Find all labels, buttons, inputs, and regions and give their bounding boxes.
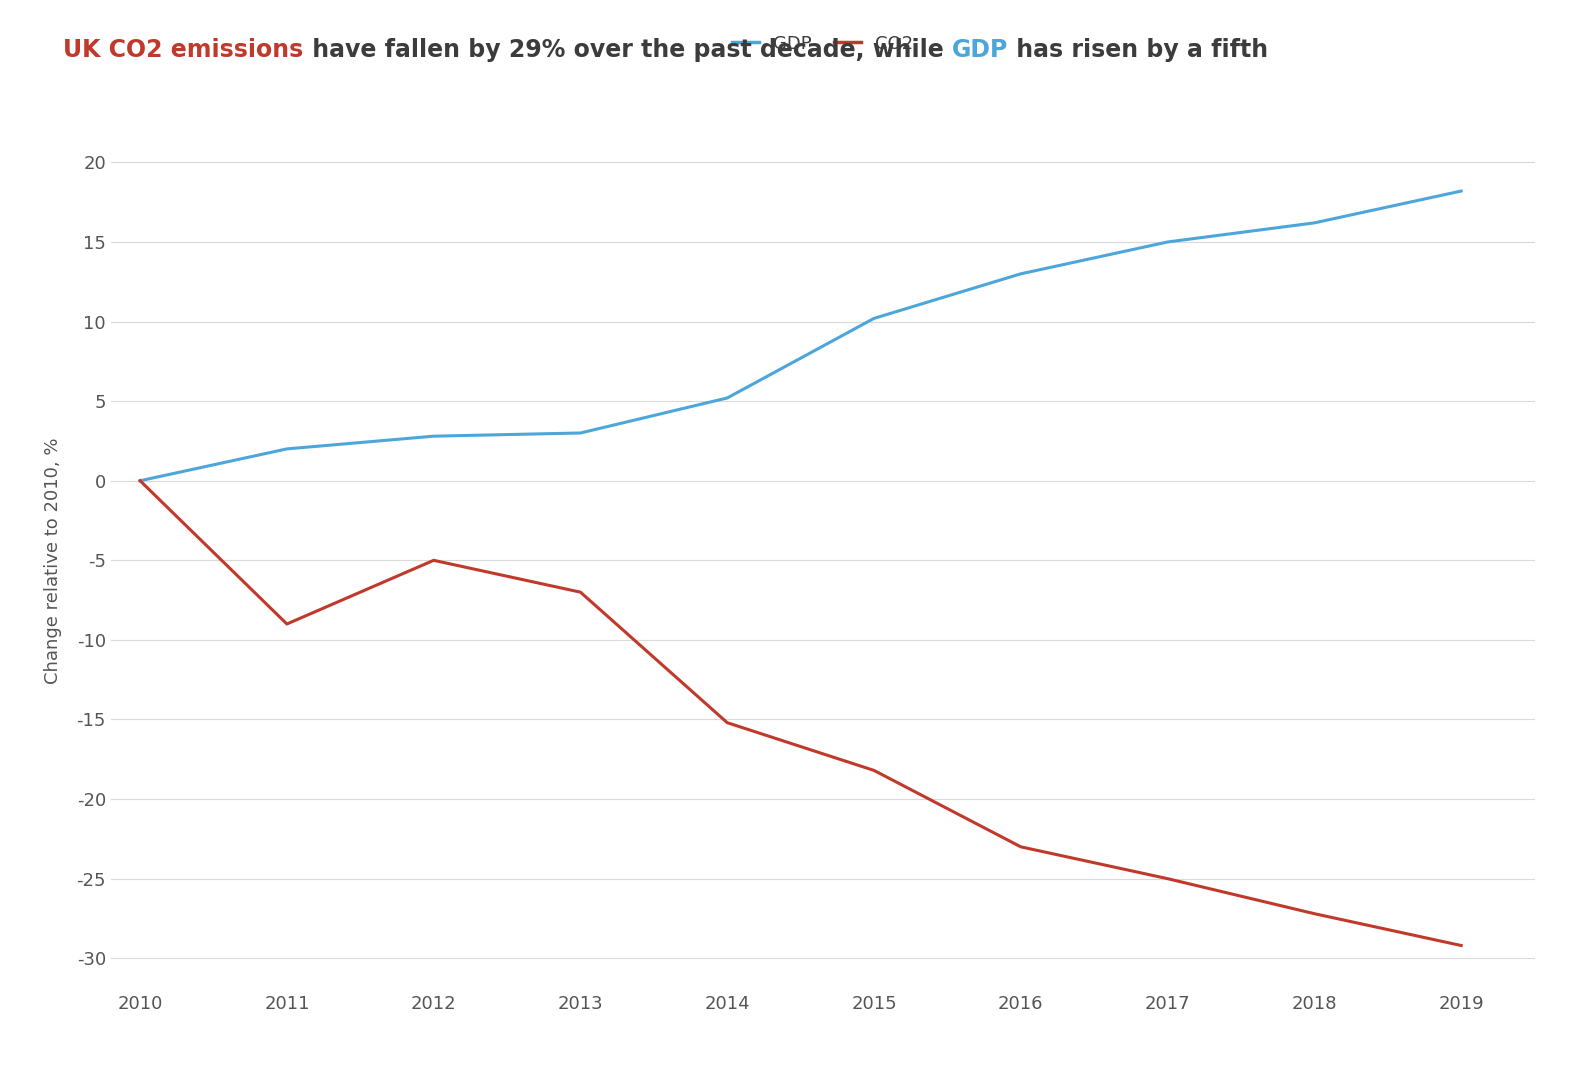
Text: UK CO2 emissions: UK CO2 emissions	[63, 38, 304, 62]
Y-axis label: Change relative to 2010, %: Change relative to 2010, %	[44, 437, 63, 683]
Legend: GDP, CO2: GDP, CO2	[725, 28, 921, 60]
Text: has risen by a fifth: has risen by a fifth	[1008, 38, 1269, 62]
Text: have fallen by 29% over the past decade, while: have fallen by 29% over the past decade,…	[304, 38, 951, 62]
Text: GDP: GDP	[951, 38, 1008, 62]
